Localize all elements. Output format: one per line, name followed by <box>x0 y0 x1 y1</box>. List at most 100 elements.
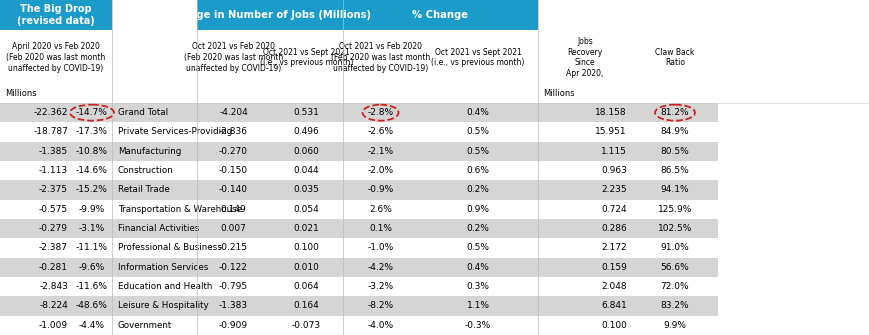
Text: The Big Drop
(revised data): The Big Drop (revised data) <box>17 4 95 26</box>
Text: -2.8%: -2.8% <box>367 108 393 117</box>
Text: -0.073: -0.073 <box>292 321 321 330</box>
Text: -0.215: -0.215 <box>219 244 248 253</box>
Text: -0.909: -0.909 <box>219 321 248 330</box>
Text: -1.009: -1.009 <box>39 321 68 330</box>
Bar <box>0 161 717 180</box>
Text: -0.281: -0.281 <box>39 263 68 272</box>
Text: -14.7%: -14.7% <box>76 108 108 117</box>
Text: -0.575: -0.575 <box>39 205 68 214</box>
Text: -1.383: -1.383 <box>219 302 248 311</box>
Text: 0.149: 0.149 <box>221 205 246 214</box>
Text: 6.841: 6.841 <box>600 302 627 311</box>
Text: -2.0%: -2.0% <box>367 166 393 175</box>
Text: Construction: Construction <box>118 166 174 175</box>
Text: 102.5%: 102.5% <box>657 224 692 233</box>
Text: Oct 2021 vs Feb 2020
(Feb 2020 was last month
unaffected by COVID-19): Oct 2021 vs Feb 2020 (Feb 2020 was last … <box>183 42 282 73</box>
Text: 0.3%: 0.3% <box>466 282 489 291</box>
Text: -4.4%: -4.4% <box>79 321 105 330</box>
Text: 72.0%: 72.0% <box>660 282 688 291</box>
Text: 0.044: 0.044 <box>294 166 319 175</box>
Text: -15.2%: -15.2% <box>76 186 108 195</box>
Text: -0.279: -0.279 <box>39 224 68 233</box>
Text: 0.021: 0.021 <box>293 224 319 233</box>
Text: -2.375: -2.375 <box>39 186 68 195</box>
Text: 0.6%: 0.6% <box>466 166 489 175</box>
Text: -4.0%: -4.0% <box>367 321 393 330</box>
Text: 15.951: 15.951 <box>594 128 627 136</box>
Bar <box>342 0 537 30</box>
Text: 2.172: 2.172 <box>600 244 627 253</box>
Bar <box>0 142 717 161</box>
Text: 0.5%: 0.5% <box>466 147 489 156</box>
Text: Transportation & Warehouse: Transportation & Warehouse <box>118 205 242 214</box>
Text: 0.4%: 0.4% <box>466 263 489 272</box>
Text: 0.2%: 0.2% <box>466 186 489 195</box>
Text: 0.1%: 0.1% <box>368 224 392 233</box>
Text: 0.4%: 0.4% <box>466 108 489 117</box>
Text: 0.724: 0.724 <box>600 205 627 214</box>
Text: 84.9%: 84.9% <box>660 128 688 136</box>
Text: 0.159: 0.159 <box>600 263 627 272</box>
Text: 86.5%: 86.5% <box>660 166 688 175</box>
Text: 0.9%: 0.9% <box>466 205 489 214</box>
Bar <box>0 238 717 258</box>
Text: Manufacturing: Manufacturing <box>118 147 181 156</box>
Text: -8.2%: -8.2% <box>367 302 393 311</box>
Text: 0.100: 0.100 <box>600 321 627 330</box>
Text: 0.496: 0.496 <box>293 128 319 136</box>
Text: -2.836: -2.836 <box>219 128 248 136</box>
Text: 83.2%: 83.2% <box>660 302 688 311</box>
Text: -1.0%: -1.0% <box>367 244 393 253</box>
Bar <box>0 316 717 335</box>
Text: -2.843: -2.843 <box>39 282 68 291</box>
Text: -0.270: -0.270 <box>219 147 248 156</box>
Text: Oct 2021 vs Sept 2021
(i.e., vs previous month): Oct 2021 vs Sept 2021 (i.e., vs previous… <box>431 48 524 67</box>
Text: -48.6%: -48.6% <box>76 302 108 311</box>
Text: 0.963: 0.963 <box>600 166 627 175</box>
Text: -0.122: -0.122 <box>219 263 248 272</box>
Text: 91.0%: 91.0% <box>660 244 688 253</box>
Text: 0.010: 0.010 <box>293 263 319 272</box>
Text: -0.140: -0.140 <box>219 186 248 195</box>
Text: 0.164: 0.164 <box>293 302 319 311</box>
Text: Leisure & Hospitality: Leisure & Hospitality <box>118 302 209 311</box>
Text: -4.204: -4.204 <box>219 108 248 117</box>
Text: -18.787: -18.787 <box>33 128 68 136</box>
Text: Government: Government <box>118 321 172 330</box>
Text: 9.9%: 9.9% <box>663 321 686 330</box>
Text: -0.3%: -0.3% <box>464 321 491 330</box>
Text: 0.054: 0.054 <box>293 205 319 214</box>
Text: Professional & Business: Professional & Business <box>118 244 222 253</box>
Text: -11.1%: -11.1% <box>76 244 108 253</box>
Text: -9.6%: -9.6% <box>79 263 105 272</box>
Text: 0.531: 0.531 <box>293 108 319 117</box>
Text: 0.007: 0.007 <box>221 224 246 233</box>
Text: 0.064: 0.064 <box>293 282 319 291</box>
Text: 80.5%: 80.5% <box>660 147 688 156</box>
Text: -17.3%: -17.3% <box>76 128 108 136</box>
Text: -8.224: -8.224 <box>39 302 68 311</box>
Text: 2.235: 2.235 <box>600 186 627 195</box>
Bar <box>0 200 717 219</box>
Text: -1.113: -1.113 <box>39 166 68 175</box>
Text: 0.5%: 0.5% <box>466 244 489 253</box>
Text: -0.150: -0.150 <box>219 166 248 175</box>
Text: -0.795: -0.795 <box>219 282 248 291</box>
Text: 0.035: 0.035 <box>293 186 319 195</box>
Text: -14.6%: -14.6% <box>76 166 108 175</box>
Text: Retail Trade: Retail Trade <box>118 186 169 195</box>
Bar <box>0 122 717 142</box>
Text: -0.9%: -0.9% <box>367 186 393 195</box>
Text: Education and Health: Education and Health <box>118 282 212 291</box>
Text: -3.1%: -3.1% <box>79 224 105 233</box>
Text: 0.5%: 0.5% <box>466 128 489 136</box>
Bar <box>0 180 717 200</box>
Text: 94.1%: 94.1% <box>660 186 688 195</box>
Text: -22.362: -22.362 <box>34 108 68 117</box>
Text: Financial Activities: Financial Activities <box>118 224 199 233</box>
Text: -2.6%: -2.6% <box>367 128 393 136</box>
Bar <box>0 277 717 296</box>
Text: Oct 2021 vs Sept 2021
(i.e., vs previous month): Oct 2021 vs Sept 2021 (i.e., vs previous… <box>260 48 353 67</box>
Text: -2.1%: -2.1% <box>367 147 393 156</box>
Text: 0.100: 0.100 <box>293 244 319 253</box>
